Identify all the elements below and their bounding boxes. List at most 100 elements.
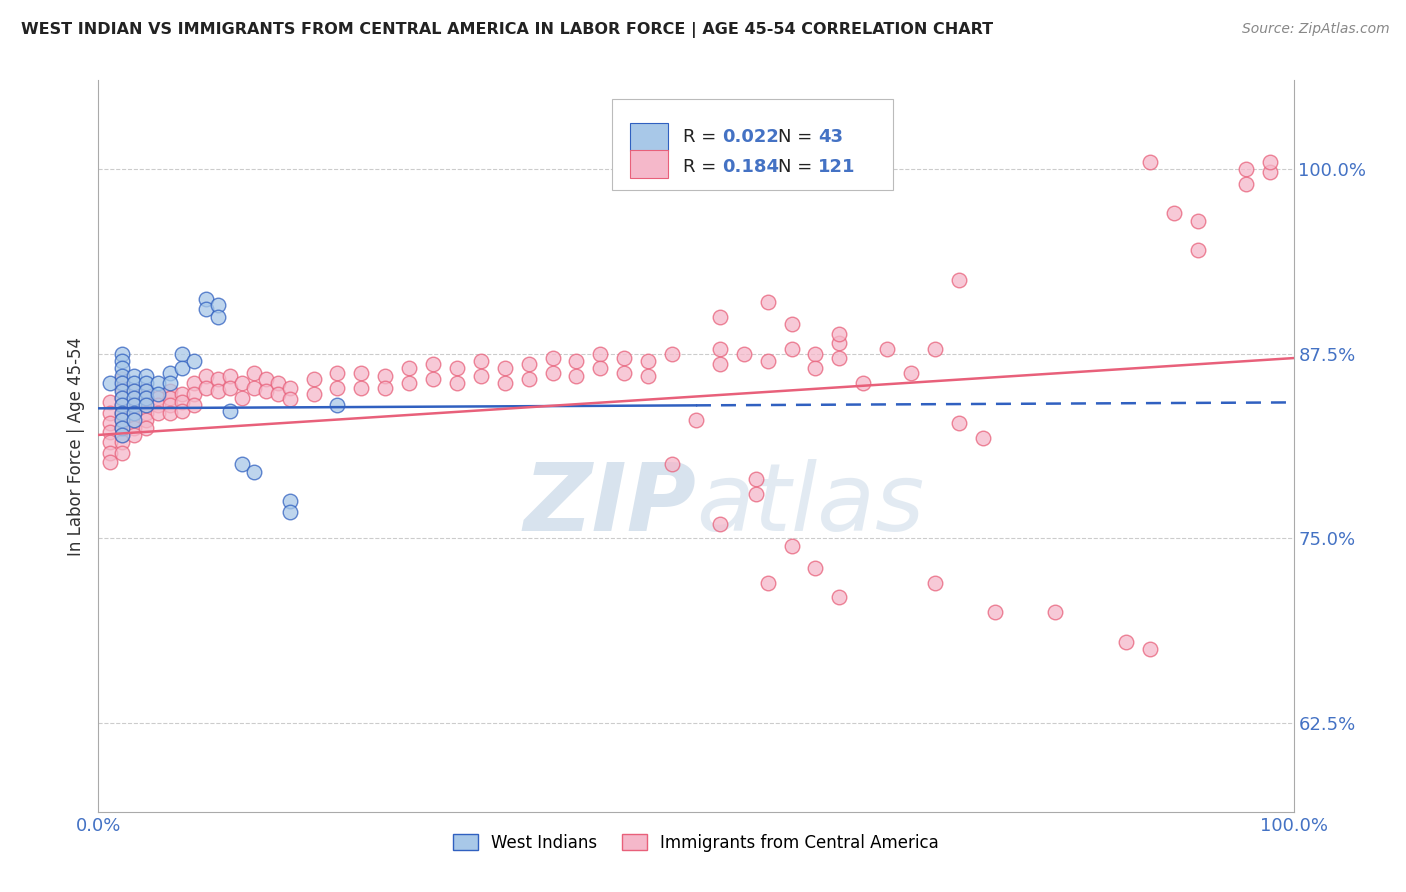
Point [124, 391, 146, 405]
Point [517, 372, 540, 386]
Point [135, 420, 157, 434]
Point [111, 368, 134, 383]
Point [207, 384, 229, 398]
Point [135, 398, 157, 412]
Point [135, 398, 157, 412]
Point [278, 381, 301, 395]
Point [398, 361, 420, 376]
Point [111, 428, 134, 442]
Point [984, 605, 1007, 619]
Point [1115, 634, 1137, 648]
Point [243, 381, 266, 395]
Point [148, 406, 170, 420]
Point [207, 298, 229, 312]
Point [195, 368, 218, 383]
Point [111, 420, 134, 434]
Point [1258, 165, 1281, 179]
Point [302, 372, 325, 386]
Point [828, 351, 851, 365]
Bar [630, 150, 668, 178]
FancyBboxPatch shape [613, 99, 893, 190]
Point [900, 366, 922, 380]
Point [111, 391, 134, 405]
Point [756, 294, 779, 309]
Point [159, 398, 181, 412]
Point [111, 413, 134, 427]
Point [828, 327, 851, 342]
Point [756, 575, 779, 590]
Point [876, 342, 898, 356]
Point [470, 354, 492, 368]
Point [350, 366, 373, 380]
Legend: West Indians, Immigrants from Central America: West Indians, Immigrants from Central Am… [446, 827, 946, 858]
Point [267, 376, 290, 391]
Point [111, 406, 134, 420]
Point [494, 361, 516, 376]
Point [124, 384, 146, 398]
Point [517, 357, 540, 371]
Point [111, 435, 134, 450]
Point [135, 376, 157, 391]
Text: WEST INDIAN VS IMMIGRANTS FROM CENTRAL AMERICA IN LABOR FORCE | AGE 45-54 CORREL: WEST INDIAN VS IMMIGRANTS FROM CENTRAL A… [21, 22, 993, 38]
Point [98, 416, 122, 430]
Point [637, 368, 659, 383]
Point [111, 391, 134, 405]
Text: atlas: atlas [696, 459, 924, 550]
Point [124, 398, 146, 412]
Point [135, 406, 157, 420]
Point [709, 342, 731, 356]
Point [98, 425, 122, 439]
Point [278, 494, 301, 508]
Point [98, 445, 122, 459]
Point [804, 561, 827, 575]
Point [541, 366, 564, 380]
Point [172, 395, 194, 409]
Point [98, 406, 122, 420]
Point [111, 406, 134, 420]
Point [231, 458, 253, 472]
Point [159, 366, 181, 380]
Point [183, 398, 205, 412]
Point [350, 381, 373, 395]
Point [1139, 154, 1161, 169]
Point [1163, 206, 1185, 220]
Point [709, 516, 731, 531]
Point [972, 431, 994, 445]
Point [219, 381, 242, 395]
Point [494, 376, 516, 391]
Point [924, 575, 946, 590]
Text: R =: R = [683, 158, 721, 177]
Point [124, 406, 146, 420]
Point [159, 384, 181, 398]
Point [148, 398, 170, 412]
Point [589, 346, 612, 360]
Point [661, 346, 683, 360]
Point [1187, 213, 1209, 227]
Point [159, 406, 181, 420]
Point [254, 372, 277, 386]
Text: 43: 43 [818, 128, 842, 146]
Point [135, 391, 157, 405]
Point [148, 386, 170, 401]
Point [111, 384, 134, 398]
Point [780, 317, 803, 331]
Point [195, 292, 218, 306]
Point [124, 413, 146, 427]
Point [756, 354, 779, 368]
Point [124, 398, 146, 412]
Point [565, 354, 588, 368]
Point [124, 420, 146, 434]
Point [183, 376, 205, 391]
Point [1234, 161, 1257, 176]
Point [111, 420, 134, 434]
Point [852, 376, 875, 391]
Point [1258, 154, 1281, 169]
Point [207, 310, 229, 324]
Point [231, 376, 253, 391]
Point [172, 361, 194, 376]
Point [172, 386, 194, 401]
Point [111, 372, 134, 386]
Point [1043, 605, 1066, 619]
Point [326, 366, 349, 380]
Text: N =: N = [779, 158, 818, 177]
